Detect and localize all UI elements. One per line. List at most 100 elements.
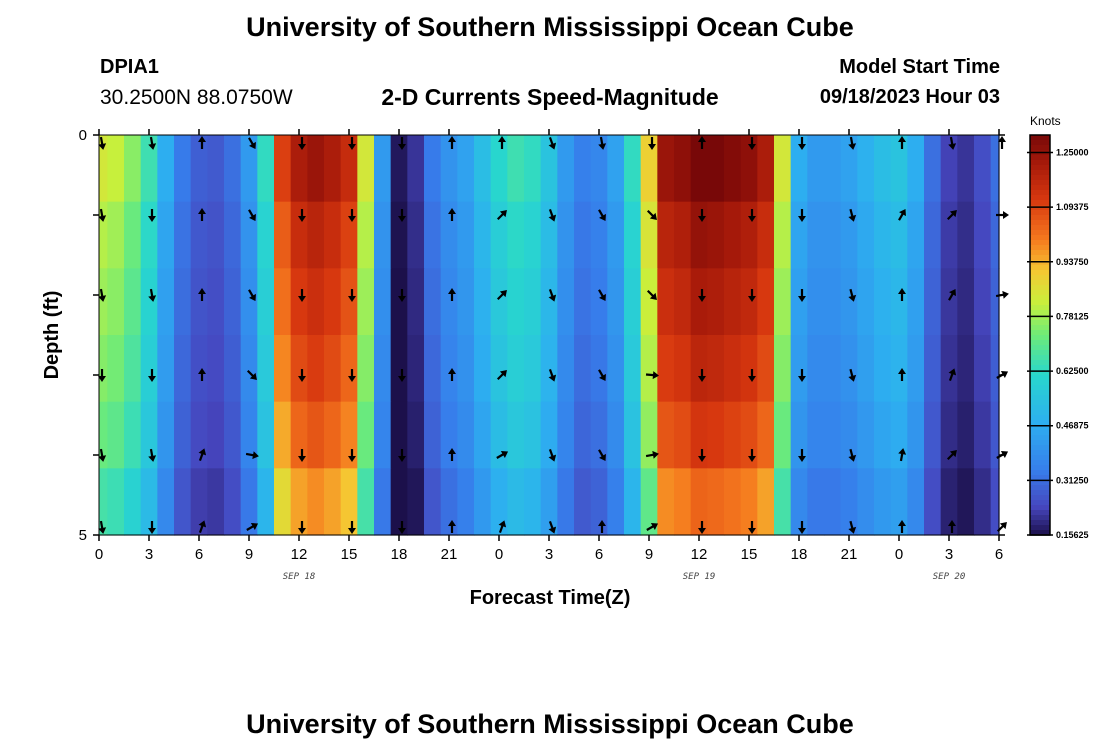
x-tick-label: 6 — [995, 546, 1003, 563]
arrow-head — [748, 144, 756, 150]
current-arrow — [848, 208, 857, 222]
station-coordinates: 30.2500N 88.0750W — [100, 86, 293, 109]
current-arrow — [398, 449, 406, 462]
heat-cell — [440, 135, 458, 203]
colorbar-segment — [1030, 510, 1050, 516]
heat-cell — [924, 335, 942, 403]
chart-axes: 0 3 6 9 12 15 18 21 0 3 6 9 12 15 18 21 0 3 6 SEP 18 SEP 19 S… — [79, 127, 1005, 582]
heat-cell — [107, 201, 125, 269]
heat-cell — [857, 268, 875, 336]
arrow-head — [598, 143, 607, 150]
heat-cell — [807, 268, 825, 336]
heat-cell — [207, 335, 225, 403]
current-arrow — [798, 449, 806, 462]
heat-cell — [790, 135, 808, 203]
heat-cell — [990, 268, 1000, 336]
heat-cell — [907, 201, 925, 269]
chart-subtitle: 2-D Currents Speed-Magnitude — [381, 84, 719, 110]
heat-cell — [124, 268, 142, 336]
heat-cell — [324, 201, 342, 269]
heat-cell — [724, 401, 742, 469]
heat-cell — [657, 201, 675, 269]
heat-cell — [340, 268, 358, 336]
current-arrow — [946, 450, 957, 461]
arrow-head — [599, 213, 606, 222]
colorbar-segment — [1030, 375, 1050, 381]
heat-cell — [790, 468, 808, 536]
heat-cell — [274, 401, 292, 469]
heat-cell — [290, 335, 308, 403]
arrow-head — [148, 216, 156, 222]
colorbar-tick-label: 0.62500 — [1056, 366, 1089, 376]
heat-cell — [324, 335, 342, 403]
heat-cell — [190, 468, 208, 536]
current-arrow — [645, 371, 659, 380]
arrow-head — [949, 210, 957, 218]
heat-cell — [824, 268, 842, 336]
arrow-head — [398, 376, 406, 382]
current-arrow — [496, 210, 507, 221]
heat-cell — [457, 401, 475, 469]
heat-cell — [874, 468, 892, 536]
heat-cell — [740, 401, 758, 469]
arrow-head — [98, 295, 107, 302]
heat-cell — [207, 135, 225, 203]
arrow-head — [298, 296, 306, 302]
colorbar-segment — [1030, 355, 1050, 361]
colorbar-segment — [1030, 315, 1050, 321]
heat-cell — [224, 401, 242, 469]
current-arrow — [148, 369, 156, 382]
heat-cell — [524, 201, 542, 269]
heat-cell — [240, 468, 258, 536]
heat-cell — [174, 401, 192, 469]
heat-cell — [807, 468, 825, 536]
current-arrow — [998, 136, 1006, 149]
current-arrow — [748, 449, 756, 462]
current-arrow — [148, 448, 157, 462]
heat-cell — [124, 135, 142, 203]
current-arrow — [496, 290, 507, 301]
heat-cell — [157, 468, 175, 536]
heat-cell — [590, 135, 608, 203]
heat-cell — [324, 135, 342, 203]
heat-cell — [774, 401, 792, 469]
current-arrow — [348, 521, 356, 534]
heat-cell — [990, 135, 1000, 203]
arrow-head — [249, 213, 256, 222]
current-arrow — [646, 523, 659, 531]
heat-cell — [674, 335, 692, 403]
heat-cell — [157, 335, 175, 403]
arrow-head — [548, 374, 557, 382]
current-arrow — [798, 137, 806, 150]
colorbar-segment — [1030, 405, 1050, 411]
heat-cell — [990, 401, 1000, 469]
heat-cell — [924, 468, 942, 536]
heat-cell — [724, 268, 742, 336]
heat-cell — [274, 268, 292, 336]
heat-cell — [190, 268, 208, 336]
heat-cell — [874, 135, 892, 203]
heat-cell — [157, 401, 175, 469]
arrow-head — [298, 528, 306, 534]
heat-cell — [357, 135, 375, 203]
heat-cell — [540, 468, 558, 536]
heat-cell — [790, 268, 808, 336]
arrow-head — [650, 523, 659, 530]
heat-cell — [740, 268, 758, 336]
heat-cell — [990, 468, 1000, 536]
heat-cell — [157, 201, 175, 269]
current-arrow — [848, 520, 857, 534]
current-arrow — [348, 209, 356, 222]
current-arrow — [98, 448, 107, 462]
colorbar-segment — [1030, 350, 1050, 356]
arrow-head — [1000, 451, 1009, 458]
heat-cell — [140, 201, 158, 269]
current-arrow — [298, 449, 306, 462]
heat-cell — [207, 468, 225, 536]
arrow-head — [898, 520, 906, 526]
current-arrow — [348, 369, 356, 382]
colorbar-segment — [1030, 430, 1050, 436]
arrow-head — [499, 290, 507, 298]
heat-cell — [857, 201, 875, 269]
